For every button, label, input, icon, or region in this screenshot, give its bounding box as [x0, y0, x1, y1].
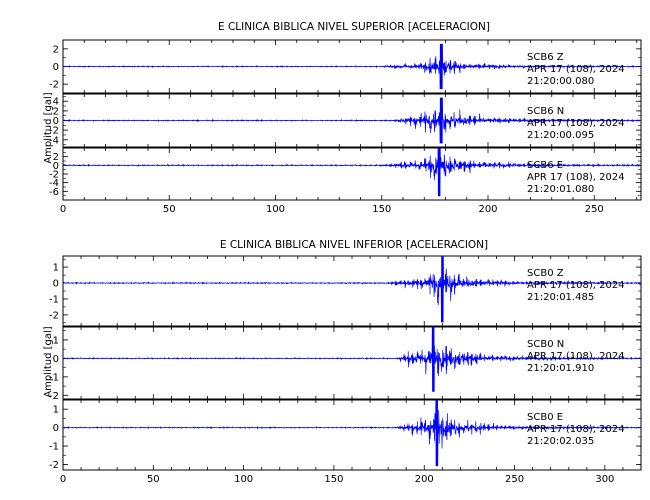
y-tick-label: 2: [53, 44, 59, 55]
channel-label: SCB0 Z: [527, 268, 564, 279]
y-tick-label: 4: [53, 97, 59, 108]
chart-title-bottom: E CLINICA BIBLICA NIVEL INFERIOR [ACELER…: [220, 239, 488, 251]
y-tick-label: 0: [53, 279, 59, 290]
x-tick-label: 250: [585, 204, 604, 215]
waveform-SCB0-N: [62, 326, 642, 392]
y-tick-label: 1: [53, 263, 59, 274]
y-tick-label: 1: [53, 405, 59, 416]
channel-label: SCB6 N: [527, 106, 564, 117]
y-axis-label-bottom: Amplitud [gal]: [43, 326, 54, 397]
waveform-SCB6-N: [62, 97, 642, 144]
y-tick-label: -2: [49, 170, 59, 181]
y-axis-label-top: Amplitud [gal]: [43, 92, 54, 163]
chart-title-top: E CLINICA BIBLICA NIVEL SUPERIOR [ACELER…: [218, 21, 490, 33]
y-tick-label: 1: [53, 335, 59, 346]
y-tick-label: 2: [53, 106, 59, 117]
y-tick-label: -2: [49, 460, 59, 471]
y-tick-label: 2: [53, 152, 59, 163]
channel-label: SCB6 E: [527, 160, 563, 171]
x-tick-label: 150: [324, 474, 343, 485]
channel-label: SCB0 N: [527, 339, 564, 350]
channel-label: SCB6 Z: [527, 52, 564, 63]
channel-date: APR 17 (108), 2024: [527, 118, 625, 129]
channel-date: APR 17 (108), 2024: [527, 64, 625, 75]
channel-time: 21:20:01.485: [527, 292, 594, 303]
y-tick-label: 0: [53, 161, 59, 172]
y-tick-label: -6: [49, 187, 59, 198]
channel-time: 21:20:01.910: [527, 363, 594, 374]
y-tick-label: -4: [49, 178, 59, 189]
channel-label: SCB0 E: [527, 412, 563, 423]
waveform-SCB6-Z: [62, 43, 642, 90]
x-tick-label: 300: [595, 474, 614, 485]
y-tick-label: -2: [49, 391, 59, 402]
channel-time: 21:20:02.035: [527, 436, 594, 447]
x-tick-label: 200: [478, 204, 497, 215]
x-tick-label: 50: [163, 204, 176, 215]
y-tick-label: -4: [49, 135, 59, 146]
x-tick-label: 0: [60, 474, 66, 485]
channel-time: 21:20:00.095: [527, 130, 594, 141]
y-tick-label: 0: [53, 423, 59, 434]
x-tick-label: 100: [234, 474, 253, 485]
waveform-SCB0-E: [62, 399, 642, 467]
x-tick-label: 50: [147, 474, 160, 485]
x-tick-label: 0: [60, 204, 66, 215]
waveform-SCB6-E: [62, 147, 642, 197]
channel-time: 21:20:00.080: [527, 76, 594, 87]
y-tick-label: 0: [53, 62, 59, 73]
y-tick-label: -1: [49, 372, 59, 383]
x-tick-label: 250: [505, 474, 524, 485]
y-tick-label: -2: [49, 126, 59, 137]
panel-frame: [62, 255, 642, 327]
x-tick-label: 100: [266, 204, 285, 215]
waveform-SCB0-Z: [62, 255, 642, 323]
y-tick-label: -1: [49, 442, 59, 453]
channel-time: 21:20:01.080: [527, 184, 594, 195]
x-tick-label: 150: [372, 204, 391, 215]
y-tick-label: 0: [53, 116, 59, 127]
panel-frame: [62, 399, 642, 471]
channel-date: APR 17 (108), 2024: [527, 351, 625, 362]
y-tick-label: -2: [49, 310, 59, 321]
x-tick-label: 200: [415, 474, 434, 485]
y-tick-label: -1: [49, 294, 59, 305]
channel-date: APR 17 (108), 2024: [527, 424, 625, 435]
channel-date: APR 17 (108), 2024: [527, 280, 625, 291]
y-tick-label: 0: [53, 354, 59, 365]
channel-date: APR 17 (108), 2024: [527, 172, 625, 183]
y-tick-label: -2: [49, 80, 59, 91]
